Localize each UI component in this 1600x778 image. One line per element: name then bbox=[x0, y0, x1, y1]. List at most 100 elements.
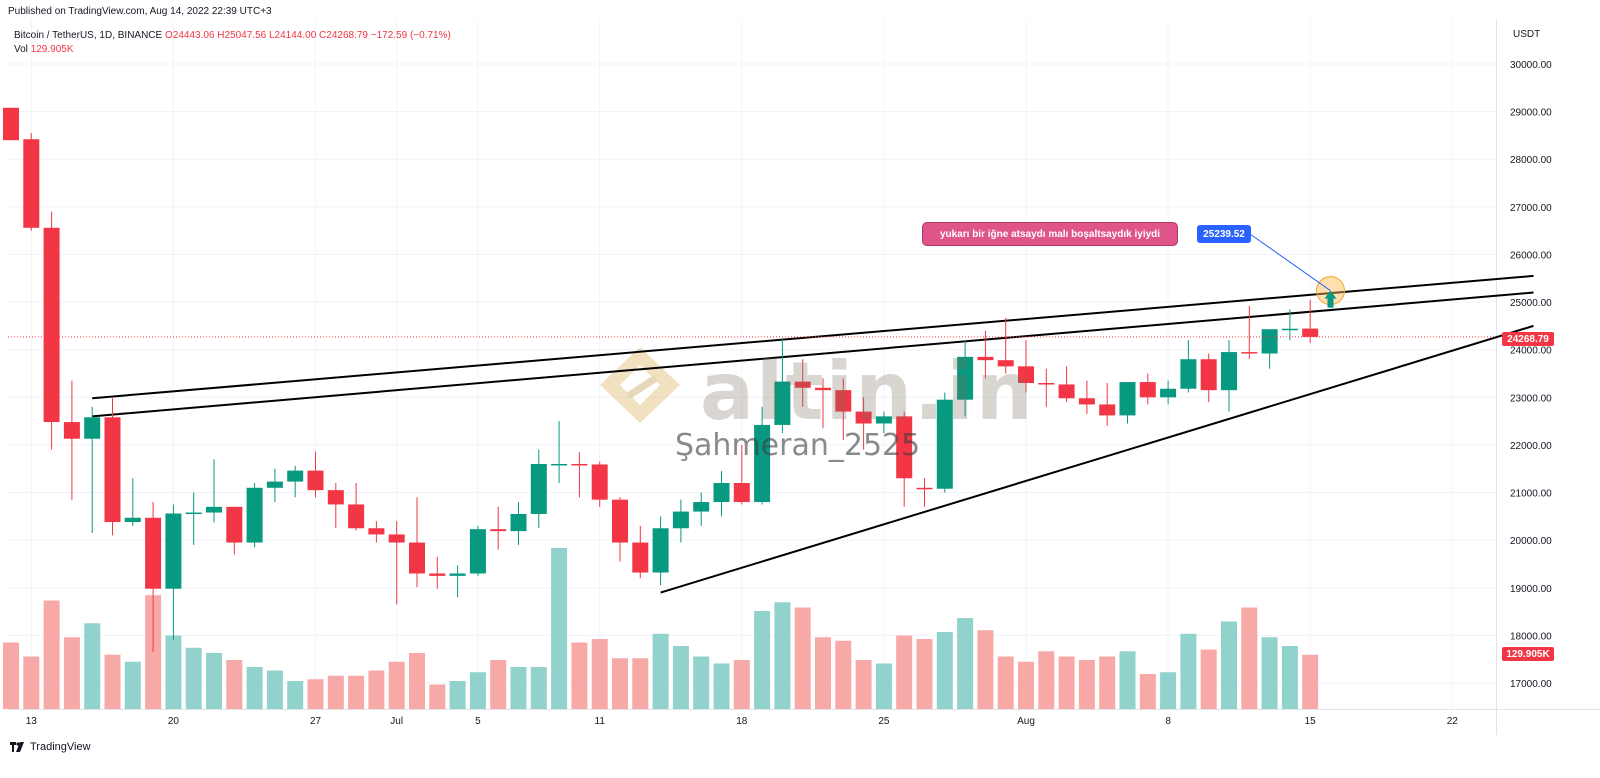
candle-body bbox=[571, 463, 588, 466]
chart-grid bbox=[8, 20, 1600, 735]
candle-body bbox=[1139, 382, 1156, 398]
candle-body bbox=[449, 573, 466, 576]
volume-bar bbox=[591, 639, 608, 709]
volume-bar bbox=[266, 670, 283, 709]
volume-bar bbox=[1099, 656, 1116, 709]
volume-bar bbox=[977, 630, 994, 709]
price-tick-label: 30000.00 bbox=[1510, 60, 1552, 71]
candle-body bbox=[1302, 328, 1319, 337]
candlesticks bbox=[3, 107, 1319, 653]
volume-bar bbox=[1221, 621, 1237, 709]
candle-body bbox=[490, 529, 507, 532]
volume-bar bbox=[510, 667, 527, 709]
candle-body bbox=[1261, 329, 1278, 354]
price-tick-label: 24000.00 bbox=[1510, 346, 1552, 357]
watermark-logo-text: altin.in bbox=[700, 345, 1035, 438]
volume-bar bbox=[1038, 651, 1055, 709]
candle-body bbox=[916, 487, 933, 490]
chart-legend[interactable]: Bitcoin / TetherUS, 1D, BINANCE O24443.0… bbox=[14, 29, 451, 57]
tradingview-brand[interactable]: TradingView bbox=[10, 741, 91, 753]
annotation-note[interactable]: yukarı bir iğne atsaydı malı boşaltsaydı… bbox=[922, 222, 1178, 246]
volume-badge: 129.905K bbox=[1502, 647, 1554, 661]
symbol-label: Bitcoin / TetherUS, 1D, BINANCE bbox=[14, 30, 163, 41]
candle-body bbox=[185, 512, 202, 515]
volume-bar bbox=[429, 684, 446, 709]
candle-body bbox=[368, 528, 385, 535]
candle-body bbox=[713, 483, 730, 503]
price-tick-label: 22000.00 bbox=[1510, 441, 1552, 452]
candle-body bbox=[104, 417, 121, 523]
logo-diamond-outer bbox=[600, 347, 680, 423]
volume-bar bbox=[835, 640, 852, 709]
volume-bar bbox=[104, 654, 121, 709]
candle-body bbox=[815, 387, 831, 391]
volume-bar bbox=[1180, 633, 1197, 709]
middle-channel-line bbox=[92, 291, 1534, 418]
candle-body bbox=[327, 490, 344, 505]
volume-bar bbox=[165, 635, 182, 709]
candle-body bbox=[287, 470, 304, 482]
candle-body bbox=[551, 463, 568, 466]
candle-body bbox=[429, 573, 446, 576]
volume-bar bbox=[449, 681, 466, 709]
volume-bar bbox=[957, 618, 974, 709]
candle-body bbox=[63, 422, 80, 439]
volume-bar bbox=[1200, 649, 1217, 709]
volume-bar bbox=[693, 656, 710, 709]
volume-bar bbox=[1018, 661, 1034, 709]
candle-body bbox=[1018, 366, 1034, 384]
price-tick-label: 27000.00 bbox=[1510, 203, 1552, 214]
candle-body bbox=[43, 227, 60, 423]
price-tick-label: 19000.00 bbox=[1510, 584, 1552, 595]
price-tick-label: 28000.00 bbox=[1510, 155, 1552, 166]
volume-bar bbox=[916, 639, 933, 709]
price-tick-label: 29000.00 bbox=[1510, 108, 1552, 119]
candle-body bbox=[835, 390, 852, 412]
last-price-badge: 24268.79 bbox=[1502, 332, 1554, 346]
candle-body bbox=[307, 470, 324, 491]
volume-bar bbox=[348, 675, 365, 709]
date-tick-label: 25 bbox=[878, 716, 890, 727]
candle-body bbox=[896, 416, 913, 479]
volume-bar bbox=[733, 660, 750, 709]
date-tick-label: 22 bbox=[1447, 716, 1459, 727]
candle-body bbox=[632, 542, 649, 573]
volume-bar bbox=[246, 667, 263, 709]
candle-body bbox=[957, 356, 974, 400]
date-tick-label: 13 bbox=[26, 716, 38, 727]
volume-value: 129.905K bbox=[30, 44, 74, 55]
candle-body bbox=[1078, 398, 1095, 405]
volume-bar bbox=[551, 548, 568, 709]
volume-bar bbox=[855, 660, 872, 709]
candle-body bbox=[226, 506, 243, 543]
candle-body bbox=[875, 416, 892, 424]
volume-bar bbox=[63, 637, 80, 709]
altin-logo-shape bbox=[600, 347, 680, 423]
candle-body bbox=[591, 464, 608, 500]
candle-body bbox=[206, 506, 222, 513]
price-tick-label: 17000.00 bbox=[1510, 679, 1552, 690]
logo-diamond-stripe bbox=[626, 375, 658, 399]
candle-body bbox=[348, 504, 365, 529]
volume-bar bbox=[1302, 654, 1319, 709]
volume-bar bbox=[226, 660, 243, 709]
legend-ohlc-row: Bitcoin / TetherUS, 1D, BINANCE O24443.0… bbox=[14, 29, 451, 43]
candle-body bbox=[469, 529, 486, 574]
candle-body bbox=[124, 517, 141, 523]
volume-bar bbox=[124, 661, 141, 709]
price-tick-label: 26000.00 bbox=[1510, 250, 1552, 261]
date-tick-label: 20 bbox=[168, 716, 180, 727]
volume-bar bbox=[84, 623, 101, 709]
volume-bar bbox=[652, 633, 669, 709]
candle-body bbox=[246, 487, 263, 543]
date-tick-label: 27 bbox=[310, 716, 322, 727]
price-tick-label: 25000.00 bbox=[1510, 298, 1552, 309]
altin-logo-icon bbox=[600, 347, 680, 423]
price-tag-label[interactable]: 25239.52 bbox=[1197, 225, 1251, 243]
candle-body bbox=[693, 502, 710, 512]
candle-body bbox=[266, 481, 283, 488]
volume-bar bbox=[754, 611, 771, 709]
published-info: Published on TradingView.com, Aug 14, 20… bbox=[8, 6, 272, 17]
tradingview-logo-icon bbox=[10, 742, 24, 752]
